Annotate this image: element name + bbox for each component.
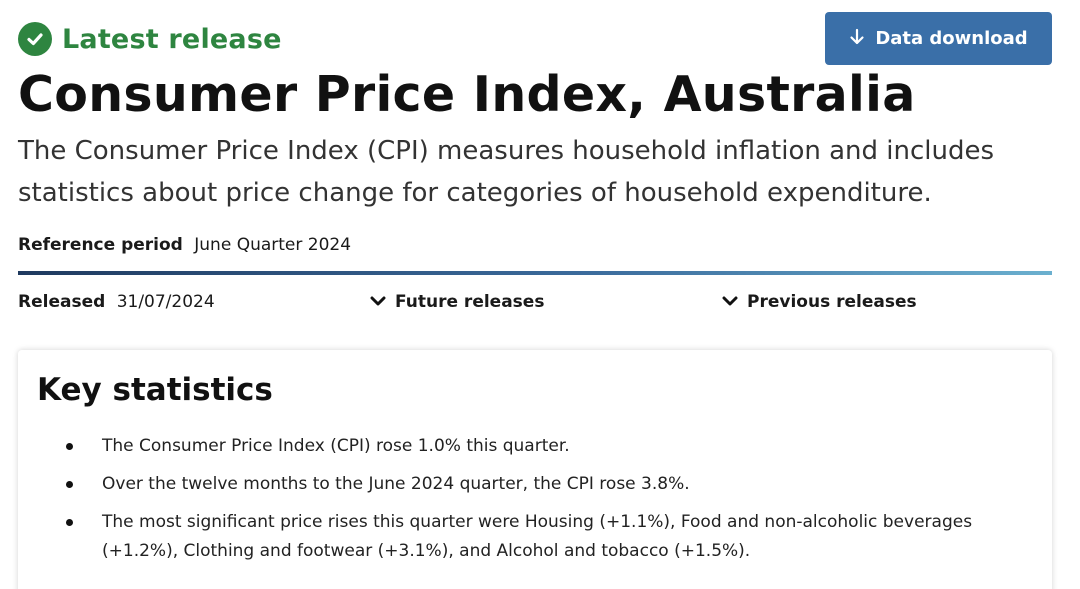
list-item: The most significant price rises this qu… (18, 508, 1052, 566)
check-circle-icon (18, 22, 52, 56)
list-item-text: Over the twelve months to the June 2024 … (102, 474, 690, 494)
chevron-down-icon (722, 292, 738, 312)
key-statistics-heading: Key statistics (37, 372, 273, 408)
chevron-down-icon (370, 292, 386, 312)
released-value: 31/07/2024 (116, 292, 215, 312)
list-item-text: The Consumer Price Index (CPI) rose 1.0%… (102, 436, 570, 456)
list-item-text: The most significant price rises this qu… (102, 512, 973, 561)
page-description: The Consumer Price Index (CPI) measures … (18, 136, 995, 208)
reference-period: Reference period June Quarter 2024 (18, 235, 351, 255)
data-download-label: Data download (875, 28, 1028, 49)
list-item: Over the twelve months to the June 2024 … (18, 470, 1052, 499)
page-title: Consumer Price Index, Australia (18, 66, 916, 123)
bullet-icon (66, 481, 73, 488)
status-label: Latest release (62, 23, 282, 55)
bullet-icon (66, 443, 73, 450)
reference-period-value: June Quarter 2024 (194, 235, 352, 255)
future-releases-toggle[interactable]: Future releases (370, 292, 544, 312)
reference-period-label: Reference period (18, 235, 183, 255)
release-date: Released 31/07/2024 (18, 292, 215, 312)
key-statistics-list: The Consumer Price Index (CPI) rose 1.0%… (18, 432, 1052, 575)
arrow-down-icon (849, 28, 865, 50)
previous-releases-toggle[interactable]: Previous releases (722, 292, 917, 312)
list-item: The Consumer Price Index (CPI) rose 1.0%… (18, 432, 1052, 461)
released-label: Released (18, 292, 106, 312)
previous-releases-label: Previous releases (747, 292, 917, 312)
key-statistics-card: Key statistics The Consumer Price Index … (18, 350, 1052, 589)
data-download-button[interactable]: Data download (825, 12, 1052, 65)
future-releases-label: Future releases (395, 292, 545, 312)
latest-release-status: Latest release (18, 22, 282, 56)
bullet-icon (66, 519, 73, 526)
divider (18, 271, 1052, 275)
